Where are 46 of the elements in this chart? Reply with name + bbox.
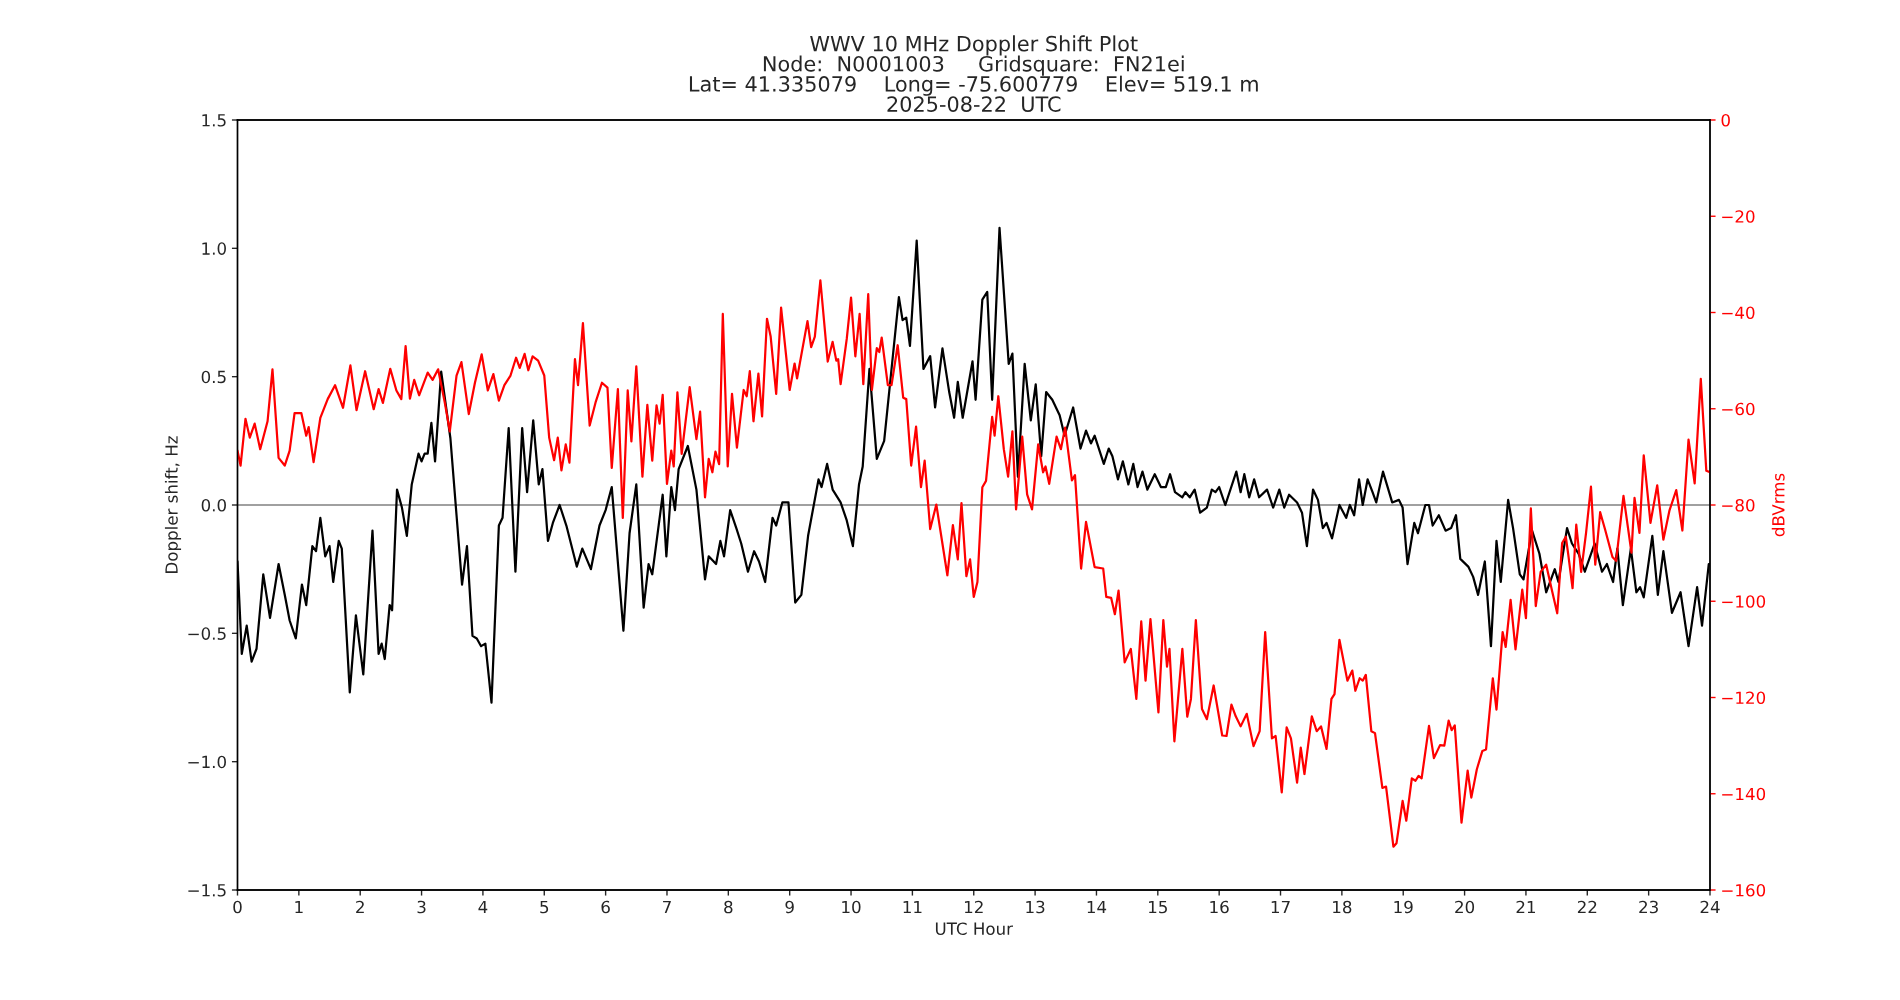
x-axis-title: UTC Hour — [935, 922, 1013, 935]
y2-tick-label: −160 — [1722, 883, 1766, 897]
x-tick-label: 19 — [1394, 900, 1413, 914]
y2-tick-label: −20 — [1722, 210, 1755, 223]
y-tick-label: 0.0 — [201, 498, 226, 512]
y2-tick-label: 0 — [1721, 113, 1730, 127]
x-tick-label: 18 — [1333, 900, 1352, 914]
x-tick-label: 2 — [356, 900, 364, 914]
x-tick-label: 7 — [663, 900, 671, 914]
x-tick-label: 3 — [417, 900, 426, 914]
x-tick-label: 10 — [842, 900, 861, 914]
y-tick-label: 0.5 — [201, 370, 226, 384]
x-tick-label: 23 — [1639, 900, 1658, 914]
x-tick-label: 15 — [1149, 900, 1167, 914]
x-tick-label: 13 — [1026, 900, 1045, 914]
y-tick-label: −0.5 — [188, 627, 226, 640]
x-tick-label: 22 — [1577, 900, 1597, 914]
y2-tick-label: −60 — [1722, 402, 1755, 416]
x-tick-label: 16 — [1210, 900, 1229, 914]
y2-tick-label: −80 — [1722, 498, 1755, 512]
x-tick-label: 12 — [964, 900, 983, 914]
y-tick-label: −1.0 — [188, 755, 226, 769]
x-tick-label: 5 — [540, 900, 549, 914]
y2-axis-title: dBVrms — [1771, 473, 1785, 537]
line-series — [237, 279, 1710, 848]
x-tick-label: 21 — [1516, 900, 1535, 914]
x-tick-label: 9 — [785, 900, 794, 914]
y2-tick-label: −100 — [1722, 595, 1766, 608]
x-tick-label: 20 — [1455, 900, 1475, 914]
x-tick-label: 11 — [903, 900, 922, 914]
y2-tick-label: −40 — [1722, 306, 1755, 320]
chart-title: WWV 10 MHz Doppler Shift Plot Node: N0001003 Gridsquare: FN21ei Lat= 41.335079 Long= -75.600779 Elev= 519.1 m 2025-08-22 UTC — [689, 35, 1258, 112]
y-tick-label: 1.5 — [202, 114, 226, 127]
x-tick-label: 24 — [1700, 900, 1720, 914]
x-tick-label: 6 — [601, 900, 610, 914]
y2-tick-label: −140 — [1722, 787, 1766, 801]
y-axis-title: Doppler shift, Hz — [164, 436, 182, 573]
x-tick-label: 0 — [233, 900, 242, 914]
x-tick-label: 14 — [1087, 900, 1107, 914]
x-tick-label: 1 — [295, 900, 303, 914]
x-tick-label: 17 — [1271, 900, 1290, 914]
y-tick-label: 1.0 — [202, 242, 226, 255]
x-tick-label: 8 — [724, 900, 733, 914]
y-tick-label: −1.5 — [188, 884, 226, 897]
x-tick-label: 4 — [478, 900, 488, 914]
y2-tick-label: −120 — [1722, 691, 1766, 705]
